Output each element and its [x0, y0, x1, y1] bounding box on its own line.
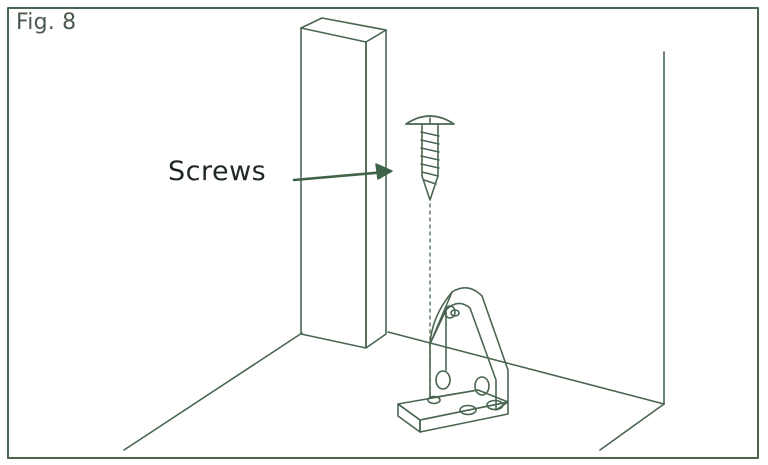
room-outline — [123, 51, 665, 451]
screws-callout-label: Screws — [168, 156, 267, 187]
callout-arrow — [292, 163, 393, 182]
wall-panel — [300, 17, 387, 349]
figure-number: Fig. 8 — [16, 10, 77, 35]
screw-icon — [405, 115, 455, 201]
figure-frame — [7, 7, 759, 459]
l-bracket-icon — [397, 287, 509, 433]
